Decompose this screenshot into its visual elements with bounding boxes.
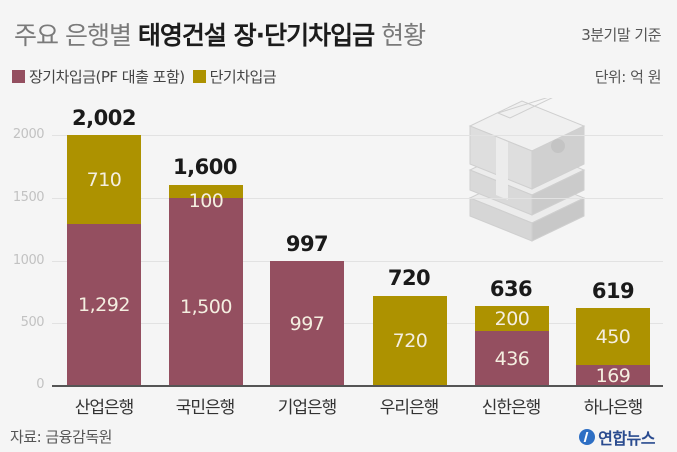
bar-segment-long: 169 (576, 365, 650, 387)
globe-icon (579, 429, 596, 445)
y-tick-500: 500 (20, 315, 45, 330)
bar-woori: 720 (373, 296, 447, 386)
unit-note: 단위: 억 원 (594, 68, 662, 86)
yonhap-logo: 연합뉴스 (579, 425, 655, 449)
bar-total-label: 636 (489, 277, 533, 301)
y-tick-1000: 1000 (12, 253, 45, 268)
gridline-2000 (52, 135, 663, 136)
bar-hana: 450 169 (576, 308, 650, 387)
bar-segment-short: 450 (576, 308, 650, 365)
bar-industrial: 997 (270, 261, 344, 386)
x-label: 국민은행 (175, 398, 236, 418)
bar-shinhan: 200 436 (475, 306, 549, 386)
x-label: 산업은행 (74, 398, 135, 418)
gridline-1500 (52, 198, 663, 199)
legend-swatch-long (12, 70, 25, 83)
y-tick-1500: 1500 (12, 190, 45, 205)
legend-label-long: 장기차입금(PF 대출 포함) (29, 68, 185, 86)
legend-item-long: 장기차입금(PF 대출 포함) (12, 66, 185, 87)
y-tick-2000: 2000 (12, 127, 45, 142)
bar-total-label: 2,002 (72, 106, 136, 130)
bar-total-label: 619 (591, 279, 635, 303)
basis-note: 3분기말 기준 (581, 26, 661, 44)
gridline-500 (52, 323, 663, 324)
bar-segment-short (169, 185, 243, 198)
title-prefix: 주요 은행별 (14, 21, 132, 50)
money-stack-icon (468, 98, 586, 242)
bar-kookmin: 100 1,500 (169, 185, 243, 386)
bar-total-label: 1,600 (173, 155, 237, 179)
x-label: 우리은행 (379, 398, 440, 418)
legend-label-short: 단기차입금 (209, 68, 277, 86)
bar-segment-long: 1,292 (67, 224, 141, 386)
bar-segment-long: 997 (270, 261, 344, 386)
bar-segment-short: 710 (67, 135, 141, 224)
legend-item-short: 단기차입금 (192, 66, 277, 87)
chart-title: 주요 은행별 태영건설 장·단기차입금 현황 (14, 16, 426, 52)
title-bold: 태영건설 장·단기차입금 (137, 21, 375, 50)
y-tick-0: 0 (36, 377, 44, 392)
x-axis-baseline (52, 385, 663, 387)
bar-segment-short: 200 (475, 306, 549, 331)
x-label: 하나은행 (583, 398, 644, 418)
bar-total-label: 720 (387, 266, 431, 290)
x-label: 신한은행 (481, 398, 542, 418)
legend: 장기차입금(PF 대출 포함) 단기차입금 (12, 66, 277, 87)
x-label: 기업은행 (277, 398, 338, 418)
bar-sanup: 710 1,292 (67, 135, 141, 386)
bar-segment-long: 1,500 (169, 198, 243, 386)
title-suffix: 현황 (381, 21, 426, 50)
source-note: 자료: 금융감독원 (10, 428, 112, 446)
bar-segment-short: 720 (373, 296, 447, 386)
logo-text: 연합뉴스 (598, 429, 655, 448)
bar-total-label: 997 (285, 232, 329, 256)
legend-swatch-short (192, 70, 206, 83)
bar-segment-short-label: 100 (188, 190, 224, 212)
gridline-1000 (52, 261, 663, 262)
bar-segment-long: 436 (475, 331, 549, 386)
